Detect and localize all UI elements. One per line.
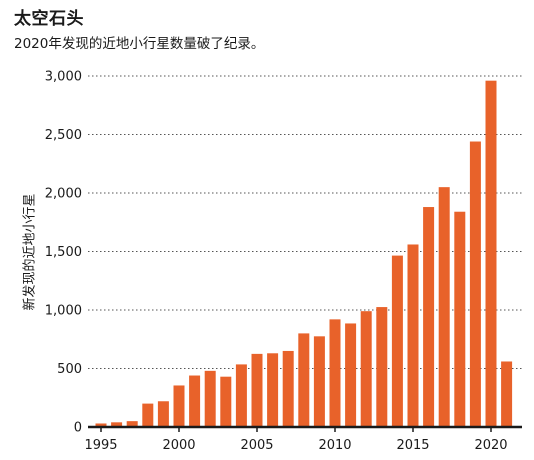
x-tick-label: 1995 (84, 438, 117, 453)
chart-title: 太空石头 (14, 9, 84, 29)
bar-2009 (313, 336, 325, 427)
y-tick-label: 2,000 (45, 187, 82, 202)
bar-1999 (157, 401, 169, 427)
bar-2007 (282, 350, 294, 427)
chart-subtitle: 2020年发现的近地小行星数量破了纪录。 (14, 36, 265, 52)
bar-2003 (220, 376, 232, 427)
x-tick-label: 2000 (162, 438, 195, 453)
bars (95, 80, 513, 428)
bar-2015 (407, 244, 419, 427)
y-tick-label: 2,500 (45, 128, 82, 143)
bar-2018 (454, 211, 466, 427)
bar-2010 (329, 319, 341, 427)
bar-1998 (142, 403, 154, 427)
y-tick-label: 500 (57, 362, 82, 377)
bar-2019 (469, 141, 481, 427)
x-tick-labels: 1995 2000 2005 2010 2015 2020 (84, 438, 507, 453)
x-tick-label: 2010 (318, 438, 351, 453)
bar-2001 (189, 375, 201, 427)
y-tick-labels: 0 500 1,000 1,500 2,000 2,500 3,000 (45, 70, 82, 436)
bar-2002 (204, 370, 216, 427)
bar-2017 (438, 187, 450, 427)
x-tick-label: 2020 (474, 438, 507, 453)
bar-2012 (360, 311, 372, 427)
bar-2014 (391, 255, 403, 427)
bar-2000 (173, 385, 185, 427)
bar-1996 (111, 422, 123, 427)
bar-2013 (376, 307, 388, 427)
bar-2008 (298, 333, 310, 427)
bar-2016 (423, 207, 435, 427)
bar-1997 (126, 421, 138, 427)
bar-2005 (251, 353, 263, 427)
y-tick-label: 1,500 (45, 245, 82, 260)
y-tick-label: 0 (74, 421, 82, 436)
bar-2004 (235, 364, 247, 427)
y-tick-label: 1,000 (45, 304, 82, 319)
x-tick-label: 2015 (396, 438, 429, 453)
y-tick-label: 3,000 (45, 70, 82, 85)
bar-2020 (485, 80, 497, 428)
bar-2021 (501, 361, 513, 427)
bar-1995 (95, 423, 107, 427)
x-tick-label: 2005 (240, 438, 273, 453)
bar-2006 (267, 353, 279, 427)
bar-2011 (345, 323, 357, 427)
axes (88, 425, 522, 432)
